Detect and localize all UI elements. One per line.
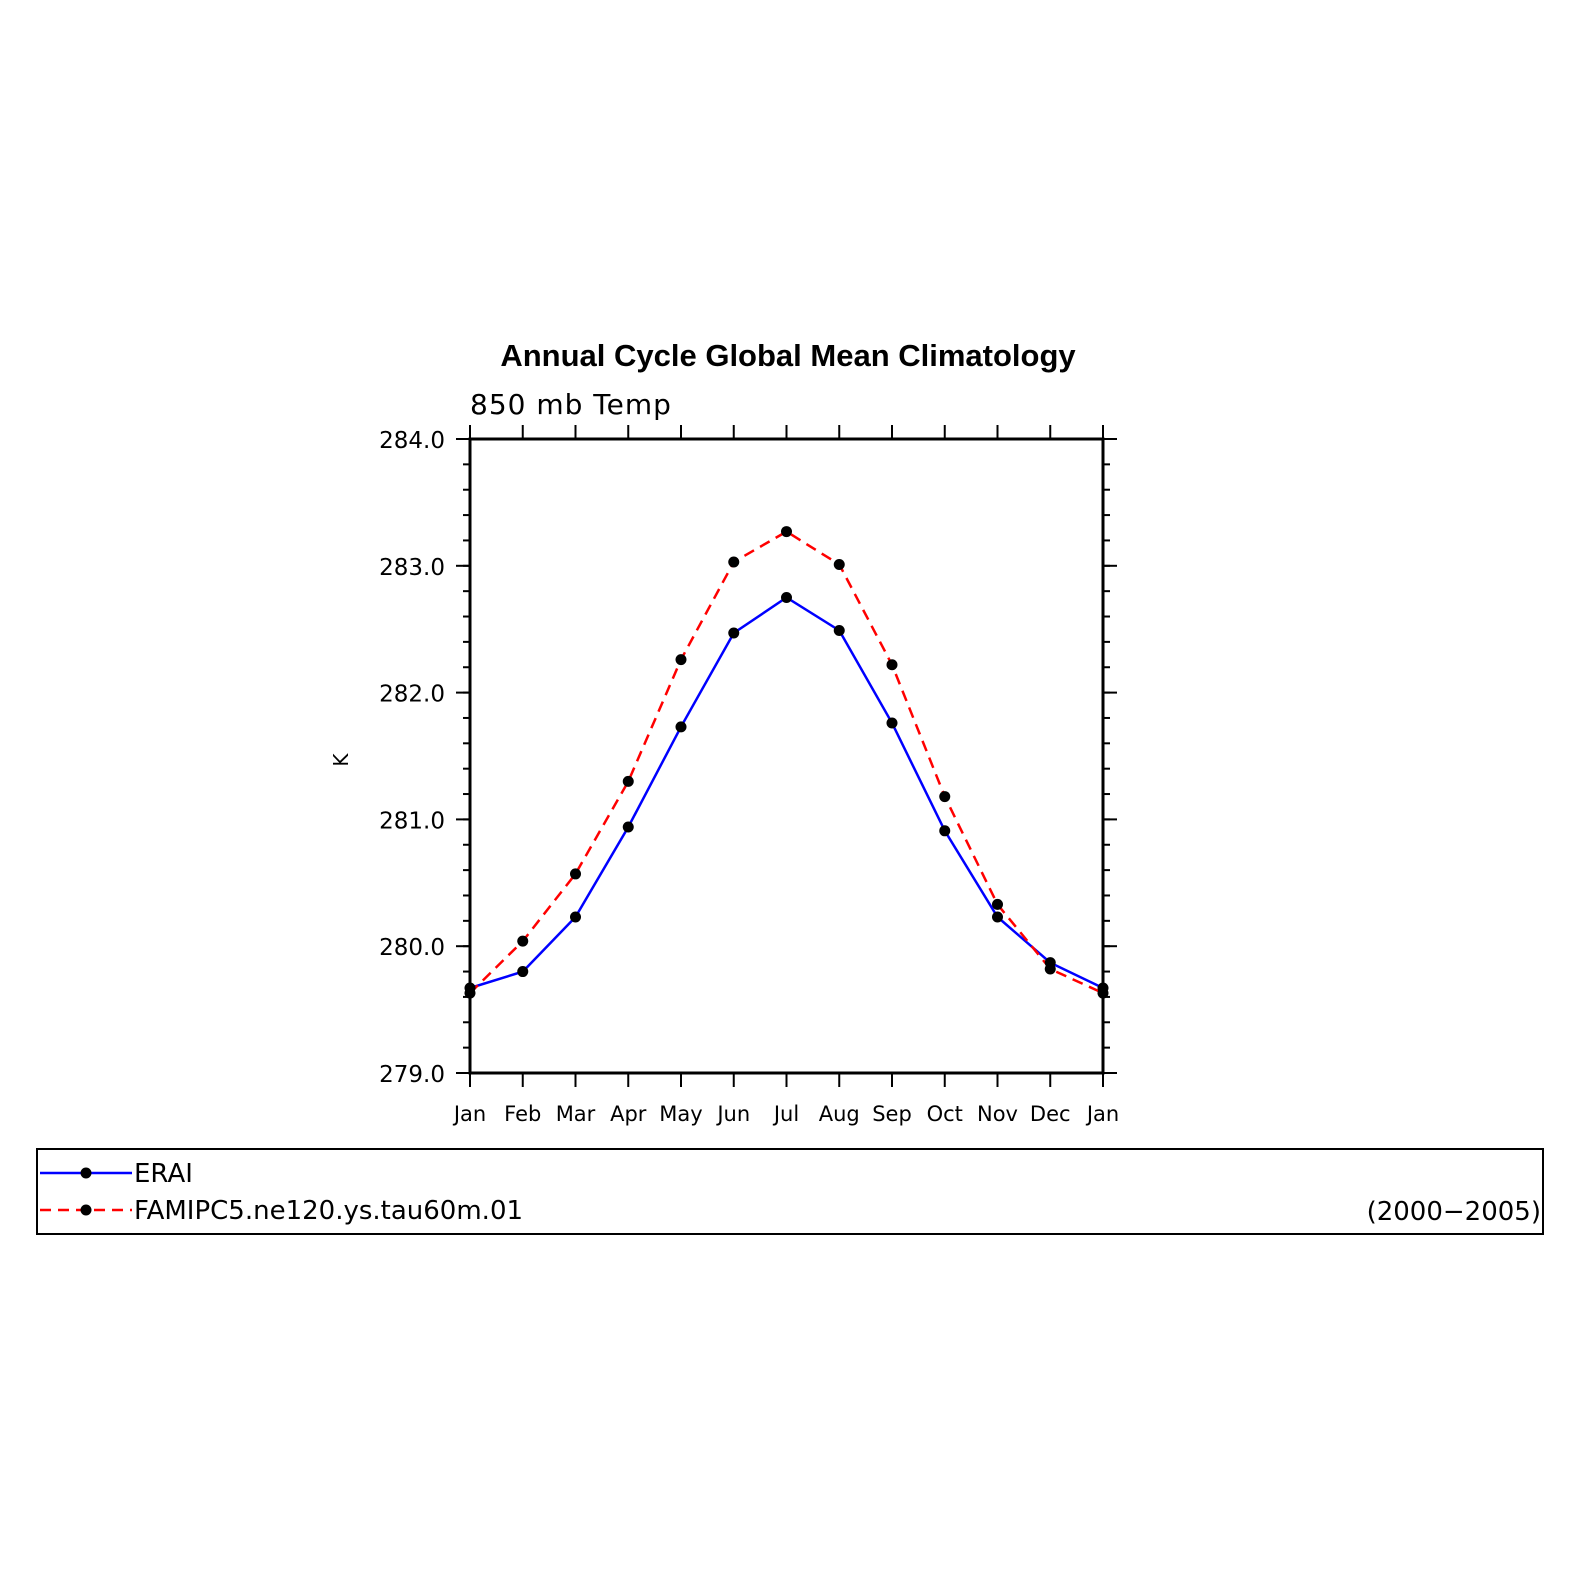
y-tick-label: 281.0 xyxy=(379,808,445,834)
data-point-series-0 xyxy=(781,592,792,603)
legend: ERAI FAMIPC5.ne120.ys.tau60m.01 xyxy=(40,1159,523,1226)
axis-ticks xyxy=(456,425,1117,1087)
x-tick-label: Jul xyxy=(772,1102,799,1126)
x-tick-labels: Jan Feb Mar Apr May Jun Jul Aug Sep Oct Nov Dec Jan xyxy=(452,1102,1119,1126)
data-point-series-0 xyxy=(570,911,581,923)
series-points xyxy=(464,526,1109,999)
y-tick-label: 282.0 xyxy=(379,682,445,708)
x-tick-label: Feb xyxy=(504,1102,541,1126)
y-tick-label: 279.0 xyxy=(379,1062,445,1088)
x-tick-label: Jan xyxy=(1085,1102,1119,1126)
data-point-series-1 xyxy=(675,654,687,666)
x-tick-label: Nov xyxy=(977,1102,1018,1126)
x-tick-label: Mar xyxy=(556,1102,596,1126)
data-point-series-1 xyxy=(833,559,845,571)
data-point-series-1 xyxy=(622,775,634,787)
data-point-series-1 xyxy=(517,935,529,947)
legend-marker-0 xyxy=(80,1167,92,1179)
legend-box xyxy=(36,1148,1544,1235)
data-point-series-0 xyxy=(622,821,634,833)
data-point-series-0 xyxy=(728,627,740,639)
data-point-series-1 xyxy=(1097,987,1109,999)
chart-title: Annual Cycle Global Mean Climatology xyxy=(500,338,1076,373)
x-tick-label: Aug xyxy=(819,1102,860,1126)
legend-marker-1 xyxy=(80,1204,92,1216)
x-tick-label: Apr xyxy=(610,1102,647,1126)
data-point-series-1 xyxy=(781,526,792,538)
period-label: (2000−2005) xyxy=(1367,1197,1541,1227)
x-tick-label: May xyxy=(659,1102,702,1126)
data-point-series-1 xyxy=(1044,963,1056,975)
chart-subtitle: 850 mb Temp xyxy=(470,388,672,421)
y-axis-label: K xyxy=(329,753,353,767)
y-tick-label: 283.0 xyxy=(379,555,445,581)
x-tick-label: Jun xyxy=(715,1102,750,1126)
data-point-series-0 xyxy=(939,825,951,837)
x-tick-label: Dec xyxy=(1030,1102,1071,1126)
x-tick-label: Jan xyxy=(452,1102,486,1126)
data-point-series-1 xyxy=(939,791,951,803)
data-point-series-0 xyxy=(886,717,898,729)
data-point-series-0 xyxy=(992,911,1003,923)
data-point-series-1 xyxy=(464,987,476,999)
y-tick-label: 280.0 xyxy=(379,935,445,961)
legend-label-0: ERAI xyxy=(134,1159,193,1189)
data-point-series-1 xyxy=(886,659,898,671)
y-tick-labels: 279.0 280.0 281.0 282.0 283.0 284.0 xyxy=(379,428,445,1088)
data-point-series-0 xyxy=(517,966,529,978)
data-point-series-1 xyxy=(570,868,581,880)
legend-label-1: FAMIPC5.ne120.ys.tau60m.01 xyxy=(134,1196,523,1226)
data-point-series-1 xyxy=(992,898,1003,910)
y-tick-label: 284.0 xyxy=(379,428,445,454)
x-tick-label: Sep xyxy=(872,1102,912,1126)
data-point-series-1 xyxy=(728,556,740,568)
data-point-series-0 xyxy=(833,624,845,636)
data-point-series-0 xyxy=(675,721,687,733)
series-line-0 xyxy=(469,596,1104,990)
x-tick-label: Oct xyxy=(927,1102,963,1126)
